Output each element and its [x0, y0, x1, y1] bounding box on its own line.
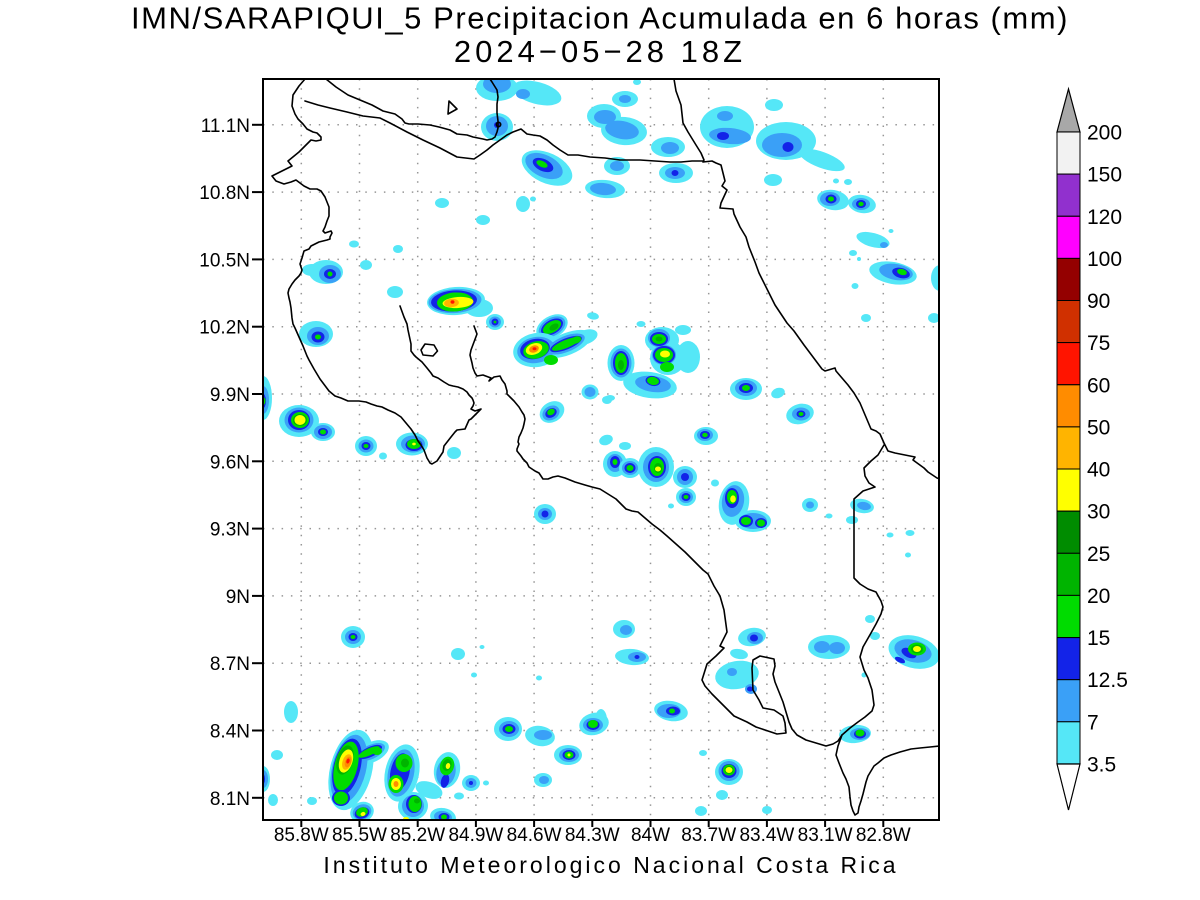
svg-text:50: 50 [1087, 416, 1110, 439]
svg-text:83.4W: 83.4W [739, 825, 794, 846]
svg-text:15: 15 [1087, 627, 1110, 650]
svg-text:9.6N: 9.6N [210, 452, 250, 473]
svg-text:9N: 9N [226, 587, 250, 608]
svg-text:82.8W: 82.8W [856, 825, 911, 846]
svg-text:120: 120 [1087, 206, 1122, 229]
svg-text:8.4N: 8.4N [210, 722, 250, 743]
svg-text:11.1N: 11.1N [201, 116, 250, 137]
svg-text:85.8W: 85.8W [274, 825, 329, 846]
svg-text:30: 30 [1087, 501, 1110, 524]
svg-text:8.1N: 8.1N [210, 789, 250, 810]
svg-text:150: 150 [1087, 164, 1122, 187]
svg-text:25: 25 [1087, 543, 1110, 566]
svg-text:9.3N: 9.3N [210, 520, 250, 541]
svg-text:85.5W: 85.5W [332, 825, 387, 846]
svg-text:40: 40 [1087, 459, 1110, 482]
svg-text:7: 7 [1087, 711, 1099, 734]
svg-text:20: 20 [1087, 585, 1110, 608]
svg-text:60: 60 [1087, 374, 1110, 397]
svg-text:83.7W: 83.7W [681, 825, 736, 846]
svg-text:9.9N: 9.9N [210, 385, 250, 406]
svg-text:10.2N: 10.2N [199, 318, 250, 339]
svg-text:100: 100 [1087, 248, 1122, 271]
svg-text:90: 90 [1087, 290, 1110, 313]
svg-text:84W: 84W [631, 825, 670, 846]
svg-text:10.5N: 10.5N [199, 250, 250, 271]
svg-text:2024−05−28 18Z: 2024−05−28 18Z [454, 34, 746, 69]
svg-text:8.7N: 8.7N [210, 654, 250, 675]
svg-text:3.5: 3.5 [1087, 754, 1116, 777]
svg-text:84.9W: 84.9W [448, 825, 503, 846]
svg-text:12.5: 12.5 [1087, 669, 1128, 692]
svg-text:200: 200 [1087, 122, 1122, 145]
svg-text:85.2W: 85.2W [390, 825, 445, 846]
svg-text:84.6W: 84.6W [507, 825, 562, 846]
svg-text:75: 75 [1087, 332, 1110, 355]
svg-text:IMN/SARAPIQUI_5 Precipitacion: IMN/SARAPIQUI_5 Precipitacion Acumulada … [131, 1, 1069, 36]
svg-text:83.1W: 83.1W [798, 825, 853, 846]
svg-text:84.3W: 84.3W [565, 825, 620, 846]
svg-text:10.8N: 10.8N [199, 183, 250, 204]
svg-text:Instituto Meteorologico Nacion: Instituto Meteorologico Nacional Costa R… [323, 852, 898, 878]
